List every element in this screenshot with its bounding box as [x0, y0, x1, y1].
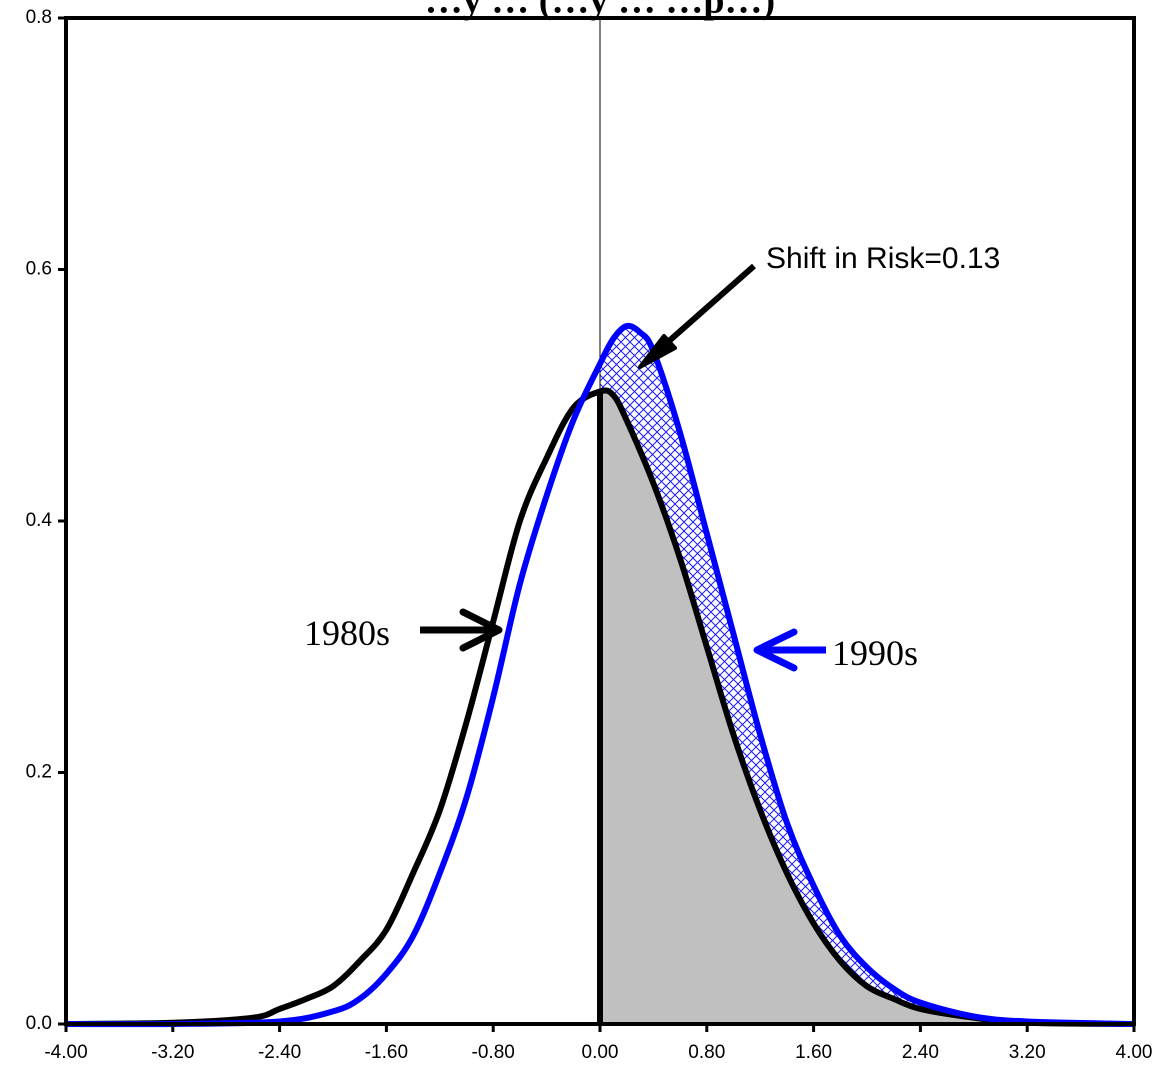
- x-tick-label: -2.40: [258, 1042, 301, 1063]
- label-shift-in-risk: Shift in Risk=0.13: [766, 242, 1000, 275]
- label-1980s: 1980s: [304, 613, 390, 653]
- x-tick-label: 2.40: [902, 1042, 939, 1063]
- label-1990s: 1990s: [832, 633, 918, 673]
- x-tick-label: 0.00: [582, 1042, 619, 1063]
- x-axis: -4.00 -3.20 -2.40 -1.60 -0.80 0.00 0.80 1.60 2.4…: [44, 1024, 1152, 1063]
- series-line-1980s: [65, 387, 1135, 1027]
- annotation-1980s: 1980s: [304, 608, 503, 653]
- x-tick-label: -1.60: [365, 1042, 408, 1063]
- arrow-shift-head: [638, 334, 677, 369]
- series-line-1990s: [65, 322, 1135, 1028]
- positive-area-1980s: [600, 391, 1134, 1024]
- x-tick-label: 1.60: [795, 1042, 832, 1063]
- x-tick-label: -4.00: [44, 1042, 87, 1063]
- series-layer: [65, 322, 1135, 1028]
- y-tick-label: 0.4: [26, 510, 53, 531]
- y-tick-label: 0.8: [26, 7, 52, 28]
- x-tick-label: 4.00: [1116, 1042, 1153, 1063]
- x-tick-label: -3.20: [151, 1042, 194, 1063]
- y-tick-label: 0.0: [26, 1013, 52, 1034]
- arrow-1980s-head: [459, 608, 503, 652]
- fill-layer: [600, 325, 1134, 1024]
- shift-area: [600, 325, 1134, 1024]
- y-axis: 0.0 0.2 0.4 0.6 0.8: [26, 7, 66, 1034]
- annotation-1990s: 1990s: [753, 628, 918, 673]
- x-tick-label: 3.20: [1009, 1042, 1046, 1063]
- x-tick-label: 0.80: [688, 1042, 725, 1063]
- y-tick-label: 0.6: [26, 259, 52, 280]
- y-tick-label: 0.2: [26, 762, 52, 783]
- x-tick-label: -0.80: [472, 1042, 515, 1063]
- annotation-shift: Shift in Risk=0.13: [638, 242, 1000, 369]
- arrow-1990s-head: [753, 628, 798, 672]
